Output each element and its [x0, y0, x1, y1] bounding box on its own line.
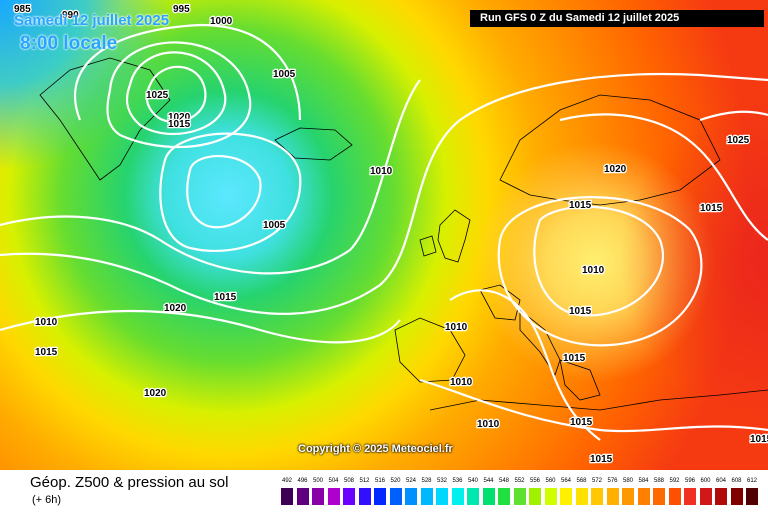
legend-tick: 580: [622, 478, 633, 484]
isobar-label: 1015: [569, 306, 592, 317]
legend-tick: 520: [390, 478, 401, 484]
legend-tick: 548: [498, 478, 509, 484]
isobar-label: 1010: [450, 377, 473, 388]
isobar-label: 1020: [604, 164, 627, 175]
legend-tick: 564: [560, 478, 571, 484]
legend-swatch: [653, 488, 665, 505]
legend-swatch: [358, 488, 371, 505]
isobar-label: 1005: [273, 69, 296, 80]
legend-tick: 604: [715, 478, 726, 484]
legend-tick: 544: [483, 478, 494, 484]
legend-tick: 504: [328, 478, 339, 484]
legend-tick: 512: [359, 478, 370, 484]
isobar-label: 985: [14, 4, 31, 15]
isobar-label: 1010: [445, 322, 468, 333]
legend-swatch: [389, 488, 402, 505]
legend-swatch: [312, 488, 324, 505]
legend-tick: 528: [421, 478, 432, 484]
isobar-label: 1010: [582, 265, 605, 276]
isobar-label: 1015: [214, 292, 237, 303]
isobar-label: 1015: [700, 203, 723, 214]
legend-swatch: [715, 488, 727, 505]
legend-swatch: [637, 488, 650, 505]
map-subtitle: (+ 6h): [32, 494, 62, 506]
legend-swatch: [699, 488, 712, 505]
isobar-label: 1025: [727, 135, 750, 146]
legend-swatch: [560, 488, 572, 505]
isobar-label: 1010: [477, 419, 500, 430]
legend-swatch: [513, 488, 526, 505]
legend-tick: 588: [653, 478, 664, 484]
isobar-label: 1015: [590, 454, 613, 465]
legend-tick: 524: [405, 478, 416, 484]
legend-tick: 592: [669, 478, 680, 484]
isobar-labels: 985 990 995 1000 1005 1025 1020 1015 100…: [13, 3, 768, 467]
legend-swatch: [467, 488, 479, 505]
legend-tick: 496: [297, 478, 308, 484]
isobar-label: 1020: [168, 112, 191, 123]
isobar-label: 995: [173, 4, 190, 15]
legend-tick: 568: [576, 478, 587, 484]
isobar-label: 1020: [144, 388, 167, 399]
legend-swatch: [420, 488, 433, 505]
isobar-label: 1020: [164, 303, 187, 314]
legend-swatch: [668, 488, 681, 505]
legend-swatch: [482, 488, 495, 505]
legend-swatch: [730, 488, 743, 505]
run-banner: Run GFS 0 Z du Samedi 12 juillet 2025: [470, 10, 764, 27]
legend-tick: 600: [700, 478, 711, 484]
isobar-label: 1015: [168, 119, 191, 130]
isobar-label: 1015: [750, 434, 768, 445]
legend-tick: 556: [529, 478, 540, 484]
legend-swatch: [684, 488, 696, 505]
isobar-label: 1005: [263, 220, 286, 231]
isobar-label: 990: [62, 10, 79, 21]
legend-tick: 576: [607, 478, 618, 484]
time-label: 8:00 locale: [20, 33, 118, 54]
isobar-label: 1015: [569, 200, 592, 211]
legend-tick: 560: [545, 478, 556, 484]
legend-swatch: [529, 488, 541, 505]
legend-tick: 540: [467, 478, 478, 484]
isobar-label: 1010: [35, 317, 58, 328]
legend-tick: 492: [281, 478, 292, 484]
legend-tick: 536: [452, 478, 463, 484]
legend-tick: 572: [591, 478, 602, 484]
date-label: Samedi 12 juillet 2025: [14, 12, 170, 29]
legend-tick: 552: [514, 478, 525, 484]
isobar-label: 1010: [370, 166, 393, 177]
isobar-label: 1015: [570, 417, 593, 428]
legend-tick: 500: [312, 478, 323, 484]
legend-tick: 516: [374, 478, 385, 484]
isobar-label: 1015: [563, 353, 586, 364]
legend-tick: 584: [638, 478, 649, 484]
legend-swatch: [746, 488, 758, 505]
isobars: [0, 23, 768, 441]
legend-swatch: [622, 488, 634, 505]
legend-swatch: [374, 488, 386, 505]
legend-swatch: [575, 488, 588, 505]
legend-swatch: [498, 488, 510, 505]
legend-tick: 608: [731, 478, 742, 484]
legend-tick: 508: [343, 478, 354, 484]
legend-swatch: [591, 488, 603, 505]
legend-swatch: [296, 488, 309, 505]
isobar-label: 1000: [210, 16, 233, 27]
legend-swatch: [451, 488, 464, 505]
isobar-label: 1015: [35, 347, 58, 358]
legend-tick: 612: [746, 478, 757, 484]
legend-tick: 596: [684, 478, 695, 484]
legend-swatch: [343, 488, 355, 505]
legend-tick: 532: [436, 478, 447, 484]
isobar-label: 1025: [146, 90, 169, 101]
legend-swatch: [405, 488, 417, 505]
legend-swatch: [327, 488, 340, 505]
map-title: Géop. Z500 & pression au sol: [30, 474, 229, 491]
legend-swatch: [544, 488, 557, 505]
copyright: Copyright © 2025 Meteociel.fr: [298, 443, 453, 455]
legend-swatch: [606, 488, 619, 505]
weather-map: 985 990 995 1000 1005 1025 1020 1015 100…: [0, 0, 768, 470]
legend-swatch: [436, 488, 448, 505]
legend-swatch: [281, 488, 293, 505]
